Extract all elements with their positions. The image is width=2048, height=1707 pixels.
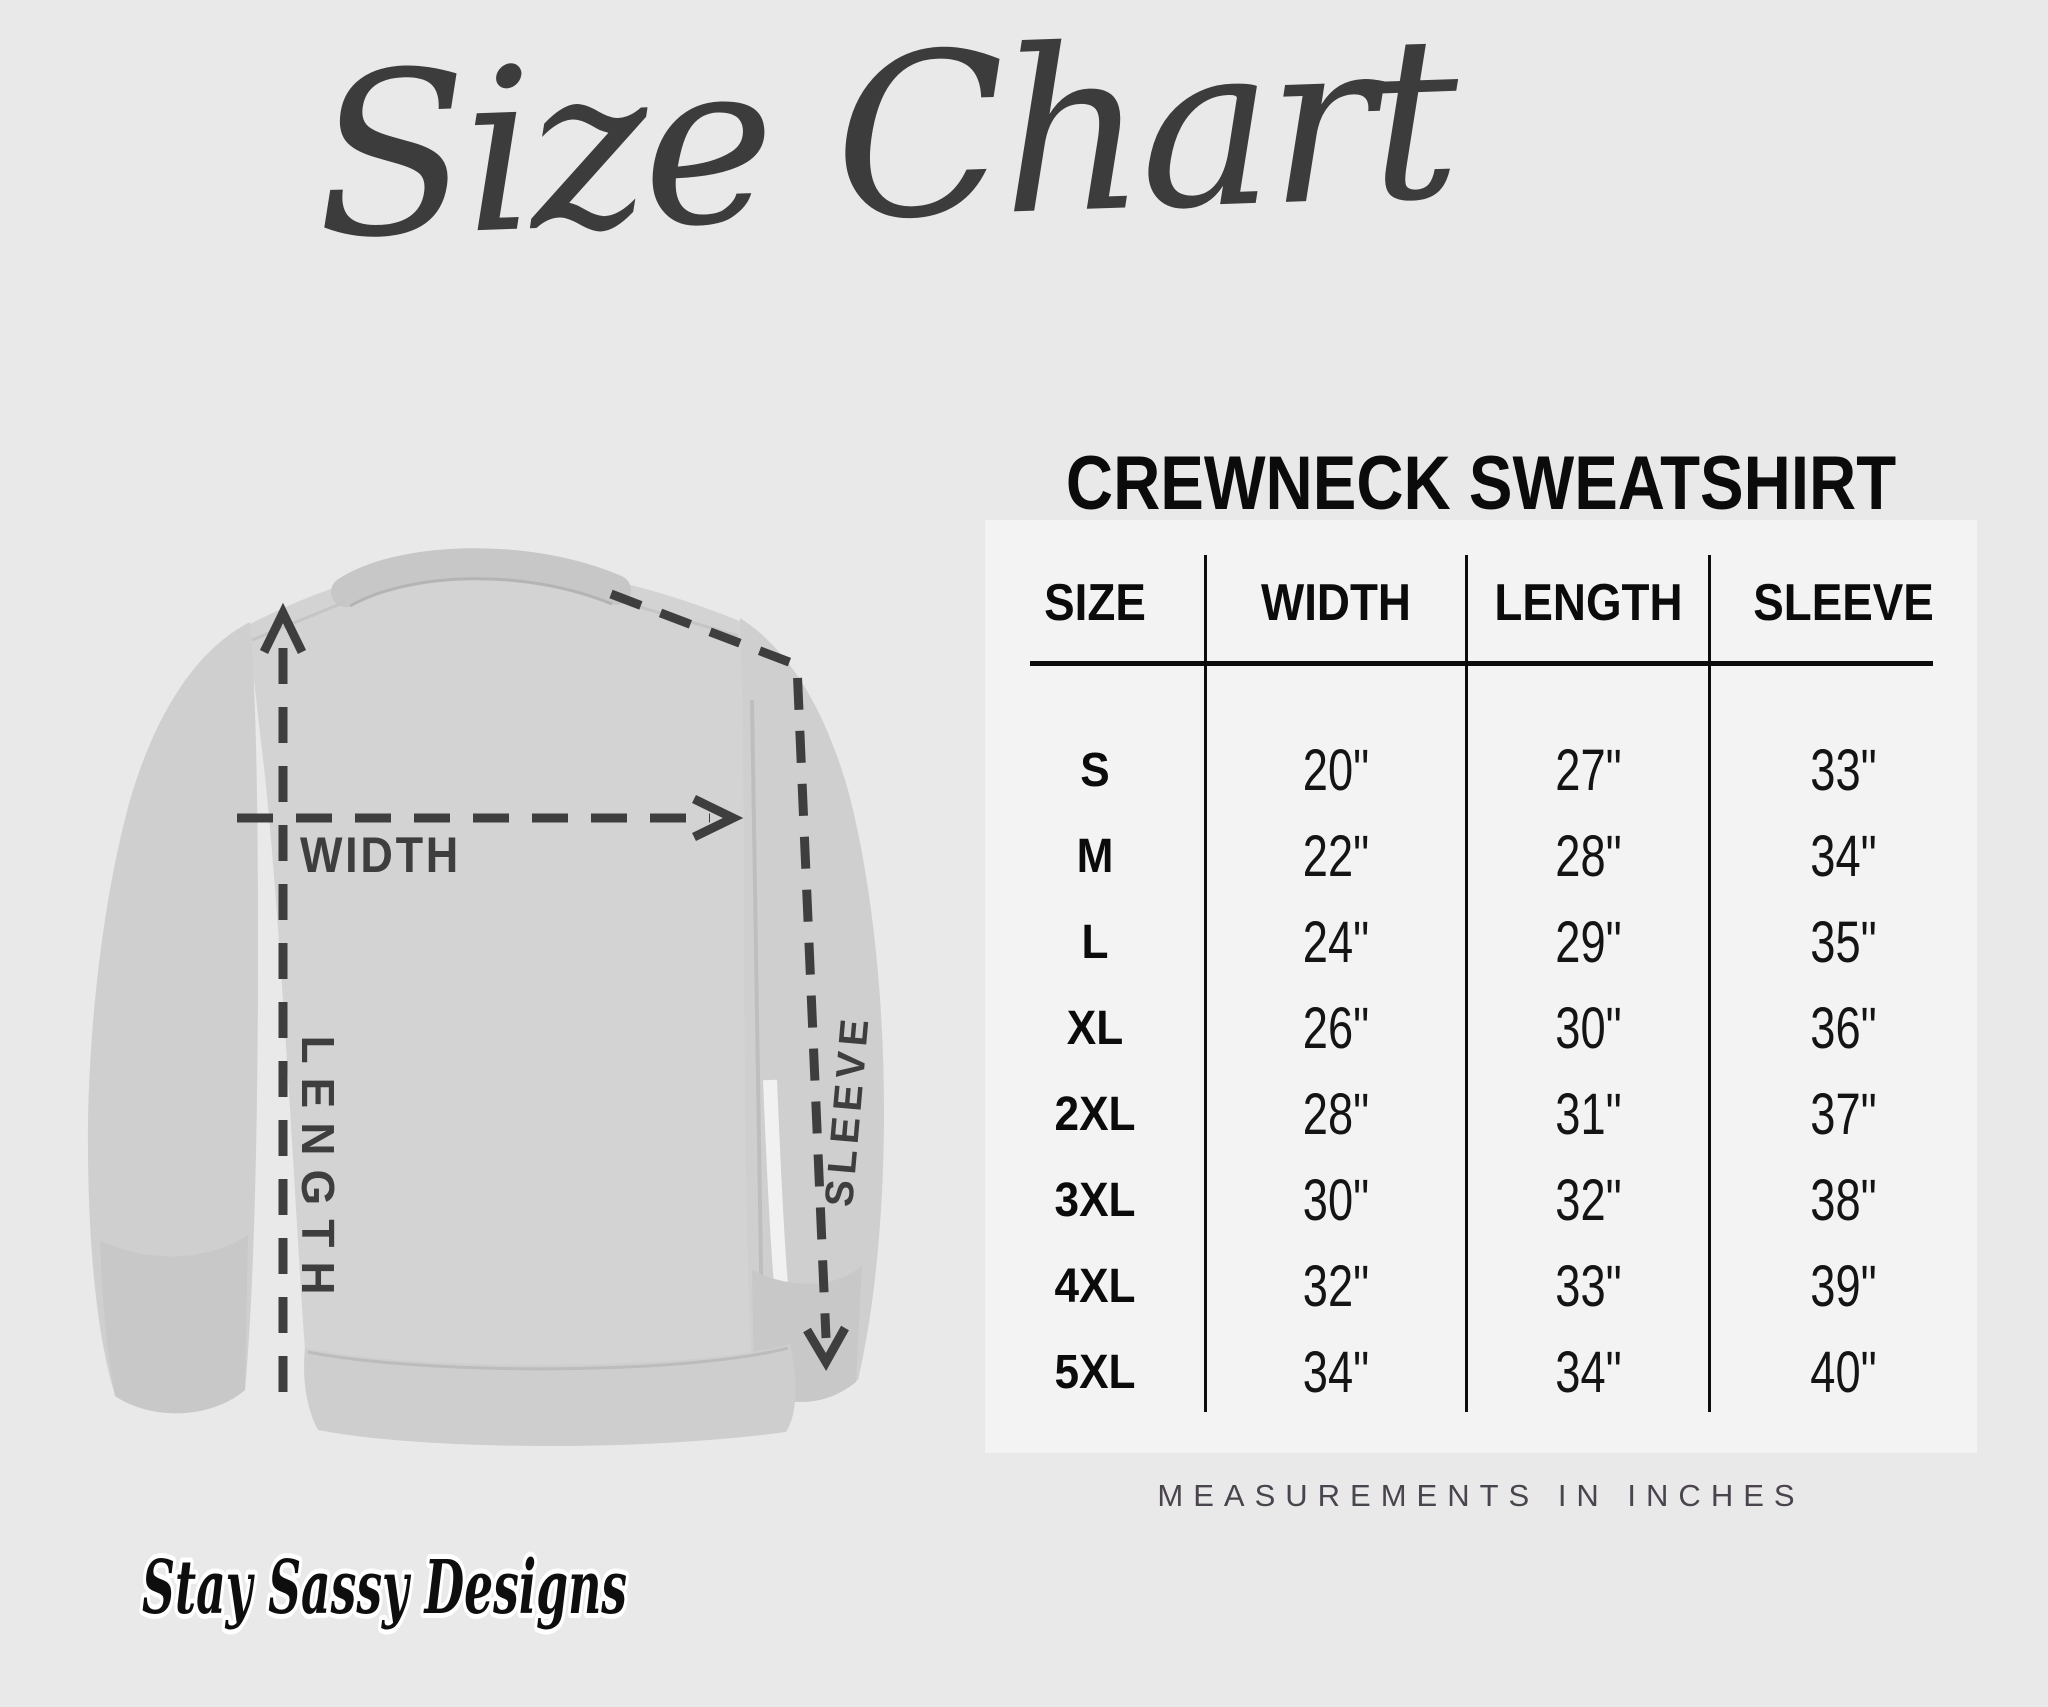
cell-length: 31" xyxy=(1555,1081,1622,1147)
length-arrow xyxy=(259,602,307,1392)
column-header-length: LENGTH xyxy=(1494,574,1683,632)
sweatshirt-body xyxy=(248,563,790,1367)
hem-seam xyxy=(307,1346,789,1371)
table-row: XL 26" 30" 36" xyxy=(985,985,1977,1071)
column-divider xyxy=(1204,555,1207,1412)
body-sleeve-seam xyxy=(750,699,764,1331)
cell-width: 30" xyxy=(1302,1167,1370,1233)
cell-length: 30" xyxy=(1555,995,1622,1061)
column-header-sleeve: SLEEVE xyxy=(1753,574,1934,632)
cell-size: 3XL xyxy=(1054,1173,1136,1227)
cell-length: 28" xyxy=(1555,823,1622,889)
cell-length: 33" xyxy=(1555,1253,1622,1319)
table-row: L 24" 29" 35" xyxy=(985,899,1977,985)
sweatshirt-left-sleeve xyxy=(87,622,258,1413)
hem-band xyxy=(304,1344,796,1447)
cell-size: 2XL xyxy=(1054,1087,1136,1141)
cell-width: 24" xyxy=(1302,909,1370,975)
width-arrow xyxy=(237,794,744,842)
sleeve-arrow xyxy=(609,589,849,1372)
length-measure-label: LENGTH xyxy=(292,1035,344,1309)
header-divider xyxy=(1030,661,1933,666)
width-measure-label: WIDTH xyxy=(300,827,461,883)
collar-band xyxy=(331,548,631,607)
table-row: S 20" 27" 33" xyxy=(985,727,1977,813)
cell-sleeve: 34" xyxy=(1810,823,1877,889)
cell-sleeve: 38" xyxy=(1810,1167,1877,1233)
brand-logo-text: Stay Sassy Designs xyxy=(142,1545,627,1631)
size-table-panel: SIZE WIDTH LENGTH SLEEVE S 20" 27" 33" M… xyxy=(985,520,1977,1453)
shoulder-seam-left xyxy=(251,600,346,642)
cell-size: M xyxy=(1076,829,1114,883)
cell-width: 26" xyxy=(1302,995,1370,1061)
cell-length: 34" xyxy=(1555,1339,1622,1405)
table-row: 2XL 28" 31" 37" xyxy=(985,1071,1977,1157)
cell-length: 32" xyxy=(1555,1167,1622,1233)
cell-width: 32" xyxy=(1302,1253,1370,1319)
measurements-note: MEASUREMENTS IN INCHES xyxy=(1157,1478,1805,1513)
table-row: 4XL 32" 33" 39" xyxy=(985,1243,1977,1329)
cell-sleeve: 37" xyxy=(1810,1081,1877,1147)
cell-size: XL xyxy=(1066,1001,1124,1055)
cell-sleeve: 33" xyxy=(1810,737,1877,803)
cell-sleeve: 39" xyxy=(1810,1253,1877,1319)
page-title: Size Chart xyxy=(310,0,1458,290)
cell-width: 20" xyxy=(1302,737,1370,803)
collar-seam xyxy=(349,577,613,608)
cell-size: S xyxy=(1080,743,1110,797)
table-row: 5XL 34" 34" 40" xyxy=(985,1329,1977,1415)
cell-length: 27" xyxy=(1555,737,1622,803)
cell-size: L xyxy=(1081,915,1109,969)
table-row: M 22" 28" 34" xyxy=(985,813,1977,899)
cell-sleeve: 36" xyxy=(1810,995,1877,1061)
cell-size: 4XL xyxy=(1054,1259,1136,1313)
brand-logo: Stay Sassy Designs xyxy=(137,1540,632,1636)
cell-size: 5XL xyxy=(1054,1345,1136,1399)
cell-length: 29" xyxy=(1555,909,1622,975)
cell-width: 22" xyxy=(1302,823,1370,889)
column-header-size: SIZE xyxy=(1044,574,1146,632)
table-row: 3XL 30" 32" 38" xyxy=(985,1157,1977,1243)
column-divider xyxy=(1465,555,1468,1412)
product-heading: CREWNECK SWEATSHIRT xyxy=(1065,441,1897,526)
cell-sleeve: 35" xyxy=(1810,909,1877,975)
cell-width: 34" xyxy=(1302,1339,1370,1405)
column-header-width: WIDTH xyxy=(1261,574,1411,632)
left-cuff xyxy=(100,1235,248,1414)
table-body: S 20" 27" 33" M 22" 28" 34" L 24" 29" 35… xyxy=(985,727,1977,1415)
column-divider xyxy=(1708,555,1711,1412)
cell-width: 28" xyxy=(1302,1081,1370,1147)
cell-sleeve: 40" xyxy=(1810,1339,1877,1405)
table-header-row: SIZE WIDTH LENGTH SLEEVE xyxy=(985,550,1977,656)
